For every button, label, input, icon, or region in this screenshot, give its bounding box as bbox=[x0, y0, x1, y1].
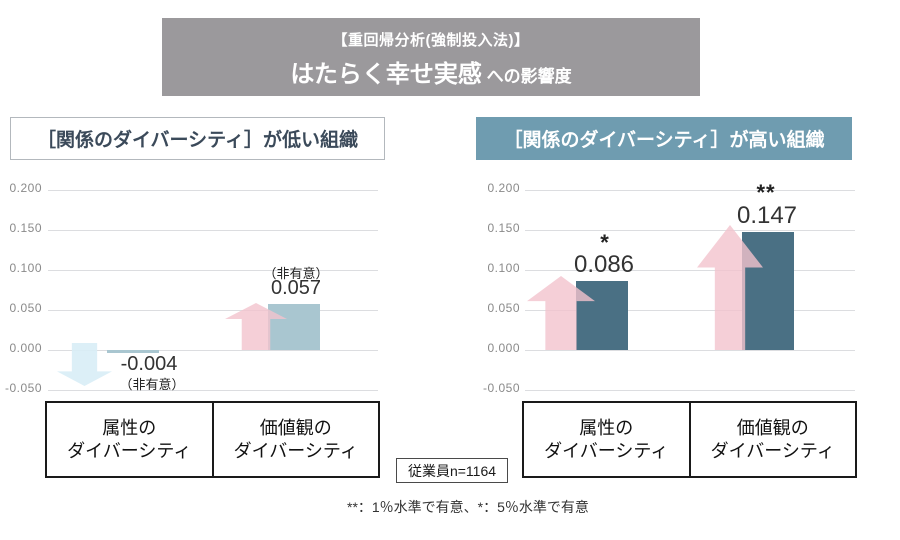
bar-values-diversity-high bbox=[742, 232, 794, 350]
significance-label-attribute-high: * bbox=[600, 230, 610, 255]
gridline bbox=[525, 190, 855, 191]
gridline bbox=[525, 350, 855, 351]
category-label-line: 属性の bbox=[102, 418, 157, 438]
y-axis-tick: 0.000 bbox=[487, 341, 520, 355]
chart-high-diversity: 0.200 0.150 0.100 0.050 0.000 -0.050 * 0… bbox=[478, 178, 855, 398]
value-label-values-high: 0.147 bbox=[736, 202, 798, 229]
significance-label-values-low: （非有意） bbox=[263, 266, 329, 281]
category-attribute-diversity: 属性の ダイバーシティ bbox=[47, 403, 212, 476]
chart-title-main: はたらく幸せ実感 bbox=[290, 61, 482, 88]
category-label-line: 価値観の bbox=[259, 418, 332, 438]
gridline bbox=[525, 390, 855, 391]
category-label-line: ダイバーシティ bbox=[710, 440, 835, 461]
category-attribute-diversity: 属性の ダイバーシティ bbox=[524, 403, 689, 476]
chart-header: 【重回帰分析(強制投入法)】 はたらく幸せ実感 への影響度 bbox=[162, 18, 700, 96]
bar-values-diversity-low bbox=[268, 304, 320, 350]
y-axis-tick: -0.050 bbox=[482, 381, 520, 395]
category-label-line: ダイバーシティ bbox=[67, 440, 192, 461]
chart-title: はたらく幸せ実感 への影響度 bbox=[162, 54, 700, 89]
bar-attribute-diversity-low bbox=[107, 350, 159, 354]
category-table-low: 属性の ダイバーシティ 価値観の ダイバーシティ bbox=[45, 401, 380, 478]
y-axis-tick: 0.150 bbox=[487, 221, 520, 235]
y-axis-tick: 0.200 bbox=[487, 181, 520, 195]
value-label-values-low: 0.057 bbox=[270, 277, 322, 299]
gridline bbox=[48, 310, 378, 311]
y-axis-tick: 0.100 bbox=[487, 261, 520, 275]
y-axis-tick: 0.000 bbox=[9, 341, 42, 355]
panel-title-low-diversity: ［関係のダイバーシティ］が低い組織 bbox=[10, 117, 385, 160]
y-axis-tick: 0.150 bbox=[9, 221, 42, 235]
value-label-attribute-high: 0.086 bbox=[573, 251, 635, 278]
category-label-line: ダイバーシティ bbox=[544, 440, 669, 461]
sample-size-badge: 従業員n=1164 bbox=[396, 458, 508, 483]
category-label-line: 価値観の bbox=[736, 418, 809, 438]
y-axis-tick: 0.050 bbox=[9, 301, 42, 315]
category-label-line: ダイバーシティ bbox=[233, 440, 358, 461]
plot-area-low: -0.004 （非有意） （非有意） 0.057 bbox=[48, 178, 378, 398]
chart-title-sub: への影響度 bbox=[481, 67, 572, 86]
bar-attribute-diversity-high bbox=[576, 281, 628, 350]
y-axis-tick: 0.050 bbox=[487, 301, 520, 315]
plot-area-high: * 0.086 ** 0.147 bbox=[525, 178, 855, 398]
significance-label-attribute-low: （非有意） bbox=[119, 377, 185, 392]
value-label-attribute-low: -0.004 bbox=[120, 353, 178, 375]
y-axis-tick: 0.100 bbox=[9, 261, 42, 275]
gridline bbox=[525, 270, 855, 271]
gridline bbox=[48, 270, 378, 271]
category-label-line: 属性の bbox=[579, 418, 634, 438]
category-values-diversity: 価値観の ダイバーシティ bbox=[688, 403, 856, 476]
panel-title-high-diversity: ［関係のダイバーシティ］が高い組織 bbox=[476, 117, 852, 160]
analysis-method-label: 【重回帰分析(強制投入法)】 bbox=[332, 32, 530, 49]
gridline bbox=[48, 230, 378, 231]
gridline bbox=[525, 310, 855, 311]
category-values-diversity: 価値観の ダイバーシティ bbox=[211, 403, 379, 476]
chart-low-diversity: 0.200 0.150 0.100 0.050 0.000 -0.050 -0.… bbox=[0, 178, 385, 398]
gridline bbox=[48, 190, 378, 191]
y-axis-tick: 0.200 bbox=[9, 181, 42, 195]
category-table-high: 属性の ダイバーシティ 価値観の ダイバーシティ bbox=[522, 401, 857, 478]
y-axis-tick: -0.050 bbox=[4, 381, 42, 395]
gridline bbox=[525, 230, 855, 231]
significance-note: **：1％水準で有意、*：5％水準で有意 bbox=[347, 499, 589, 515]
gridline bbox=[48, 390, 378, 391]
gridline bbox=[48, 350, 378, 351]
significance-label-values-high: ** bbox=[756, 180, 776, 205]
